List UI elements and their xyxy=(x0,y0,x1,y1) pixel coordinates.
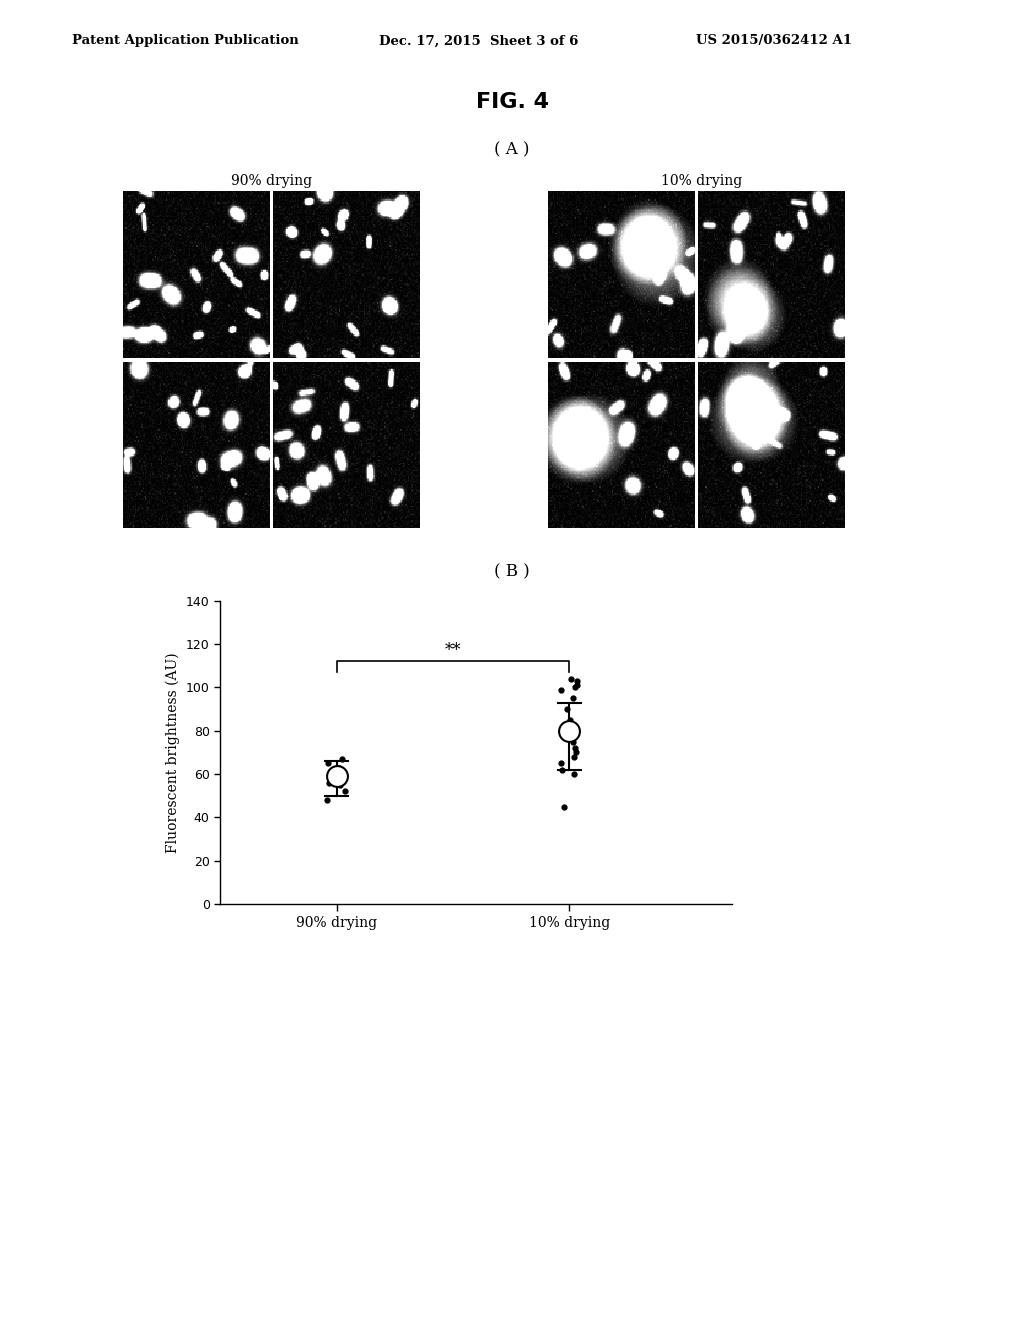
Text: Dec. 17, 2015  Sheet 3 of 6: Dec. 17, 2015 Sheet 3 of 6 xyxy=(379,34,579,48)
Text: 90% drying: 90% drying xyxy=(230,174,312,189)
Text: ( B ): ( B ) xyxy=(495,564,529,581)
Text: ( A ): ( A ) xyxy=(495,141,529,158)
Text: FIG. 4: FIG. 4 xyxy=(475,92,549,112)
Y-axis label: Fluorescent brightness (AU): Fluorescent brightness (AU) xyxy=(166,652,180,853)
Text: 10% drying: 10% drying xyxy=(660,174,742,189)
Text: US 2015/0362412 A1: US 2015/0362412 A1 xyxy=(696,34,852,48)
Text: **: ** xyxy=(444,642,461,659)
Text: Patent Application Publication: Patent Application Publication xyxy=(72,34,298,48)
